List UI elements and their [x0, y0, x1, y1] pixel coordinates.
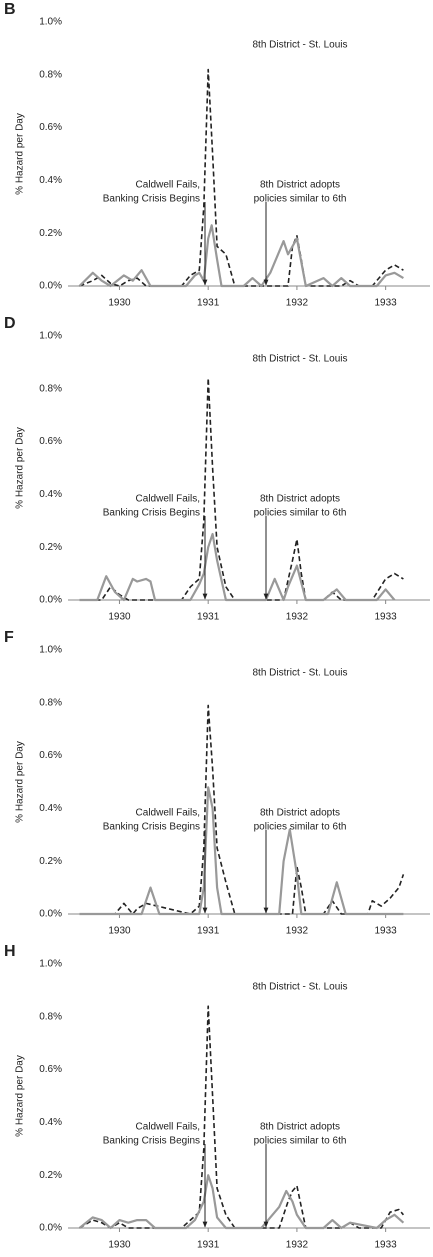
annotation: Caldwell Fails,	[136, 494, 200, 505]
panel-label: F	[4, 629, 14, 646]
y-tick-label: 1.0%	[39, 331, 62, 342]
y-tick-label: 0.8%	[39, 69, 62, 80]
chart-title: 8th District - St. Louis	[252, 354, 347, 365]
y-tick-label: 0.4%	[39, 803, 62, 814]
y-axis-title: % Hazard per Day	[15, 1055, 26, 1137]
annotation: policies similar to 6th	[254, 822, 347, 833]
x-tick-label: 1932	[286, 926, 309, 937]
annotation: 8th District adopts	[260, 808, 340, 819]
y-tick-label: 0.4%	[39, 1117, 62, 1128]
x-tick-label: 1930	[108, 926, 131, 937]
x-tick-label: 1932	[286, 612, 309, 623]
annotation: Caldwell Fails,	[136, 808, 200, 819]
annotation: Banking Crisis Begins	[103, 508, 200, 519]
series-line	[79, 377, 404, 601]
x-tick-label: 1930	[108, 298, 131, 309]
annotation: Caldwell Fails,	[136, 180, 200, 191]
panel-label: D	[4, 315, 16, 332]
annotation: policies similar to 6th	[254, 1136, 347, 1147]
x-tick-label: 1932	[286, 298, 309, 309]
y-tick-label: 0.4%	[39, 175, 62, 186]
panel-label: H	[4, 943, 16, 960]
series-line	[79, 786, 404, 916]
x-tick-label: 1932	[286, 1240, 309, 1251]
series-line	[78, 1174, 405, 1230]
annotation: Banking Crisis Begins	[103, 194, 200, 205]
annotation: 8th District adopts	[260, 1122, 340, 1133]
y-tick-label: 0.2%	[39, 228, 62, 239]
y-tick-label: 0.6%	[39, 750, 62, 761]
y-axis-title: % Hazard per Day	[15, 741, 26, 823]
annotation: policies similar to 6th	[254, 194, 347, 205]
x-tick-label: 1931	[197, 926, 220, 937]
annotation: policies similar to 6th	[254, 508, 347, 519]
y-tick-label: 0.6%	[39, 436, 62, 447]
chart-title: 8th District - St. Louis	[252, 40, 347, 51]
x-tick-label: 1933	[375, 298, 398, 309]
panel-label: B	[4, 1, 16, 18]
x-tick-label: 1930	[108, 612, 131, 623]
x-tick-label: 1933	[375, 1240, 398, 1251]
series-line	[79, 532, 396, 602]
annotation: Banking Crisis Begins	[103, 822, 200, 833]
y-tick-label: 1.0%	[39, 959, 62, 970]
y-tick-label: 0.8%	[39, 383, 62, 394]
annotation: 8th District adopts	[260, 180, 340, 191]
x-tick-label: 1930	[108, 1240, 131, 1251]
y-tick-label: 0.0%	[39, 281, 62, 292]
series-line	[79, 1005, 405, 1229]
y-tick-label: 0.2%	[39, 542, 62, 553]
y-tick-label: 0.0%	[39, 595, 62, 606]
x-tick-label: 1931	[197, 298, 220, 309]
y-axis-title: % Hazard per Day	[15, 113, 26, 195]
y-tick-label: 0.8%	[39, 1011, 62, 1022]
y-axis-title: % Hazard per Day	[15, 427, 26, 509]
annotation: Caldwell Fails,	[136, 1122, 200, 1133]
y-tick-label: 0.0%	[39, 1223, 62, 1234]
x-tick-label: 1931	[197, 1240, 220, 1251]
y-tick-label: 0.4%	[39, 489, 62, 500]
y-tick-label: 0.2%	[39, 856, 62, 867]
y-tick-label: 0.6%	[39, 1064, 62, 1075]
x-tick-label: 1933	[375, 926, 398, 937]
x-tick-label: 1931	[197, 612, 220, 623]
y-tick-label: 0.8%	[39, 697, 62, 708]
y-tick-label: 1.0%	[39, 645, 62, 656]
chart-title: 8th District - St. Louis	[252, 982, 347, 993]
annotation: 8th District adopts	[260, 494, 340, 505]
x-tick-label: 1933	[375, 612, 398, 623]
series-line	[79, 68, 404, 287]
series-line	[79, 704, 405, 915]
y-tick-label: 0.6%	[39, 122, 62, 133]
y-tick-label: 0.0%	[39, 909, 62, 920]
y-tick-label: 1.0%	[39, 17, 62, 28]
chart-title: 8th District - St. Louis	[252, 668, 347, 679]
series-line	[78, 224, 404, 288]
y-tick-label: 0.2%	[39, 1170, 62, 1181]
annotation: Banking Crisis Begins	[103, 1136, 200, 1147]
